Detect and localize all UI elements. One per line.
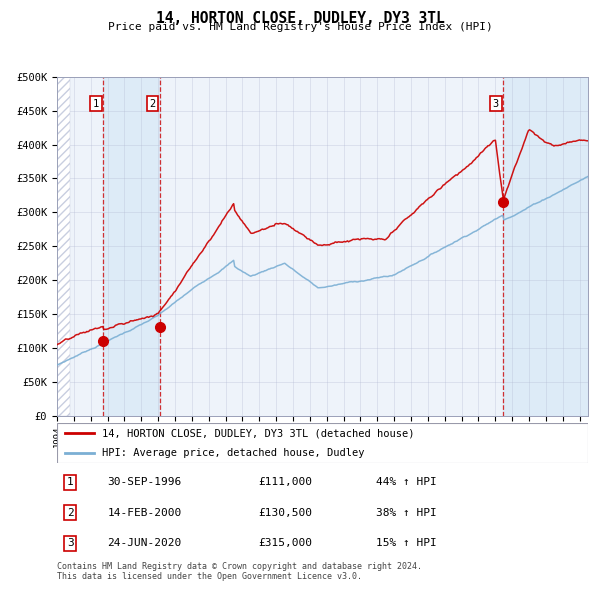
Bar — [57, 77, 70, 416]
Bar — [503, 77, 588, 416]
Text: 44% ↑ HPI: 44% ↑ HPI — [376, 477, 436, 487]
Text: 1: 1 — [92, 99, 99, 109]
Text: 2: 2 — [149, 99, 156, 109]
Text: 15% ↑ HPI: 15% ↑ HPI — [376, 538, 436, 548]
Text: £315,000: £315,000 — [259, 538, 313, 548]
Text: 14, HORTON CLOSE, DUDLEY, DY3 3TL (detached house): 14, HORTON CLOSE, DUDLEY, DY3 3TL (detac… — [102, 428, 415, 438]
Text: 14, HORTON CLOSE, DUDLEY, DY3 3TL: 14, HORTON CLOSE, DUDLEY, DY3 3TL — [155, 11, 445, 25]
Text: 38% ↑ HPI: 38% ↑ HPI — [376, 508, 436, 517]
Text: 14-FEB-2000: 14-FEB-2000 — [107, 508, 182, 517]
Text: £130,500: £130,500 — [259, 508, 313, 517]
Text: 3: 3 — [67, 538, 74, 548]
Text: Price paid vs. HM Land Registry's House Price Index (HPI): Price paid vs. HM Land Registry's House … — [107, 22, 493, 32]
Bar — [103, 77, 160, 416]
FancyBboxPatch shape — [57, 423, 588, 463]
Text: 3: 3 — [493, 99, 499, 109]
Text: 30-SEP-1996: 30-SEP-1996 — [107, 477, 182, 487]
Text: Contains HM Land Registry data © Crown copyright and database right 2024.
This d: Contains HM Land Registry data © Crown c… — [57, 562, 422, 581]
Text: 2: 2 — [67, 508, 74, 517]
Text: £111,000: £111,000 — [259, 477, 313, 487]
Text: HPI: Average price, detached house, Dudley: HPI: Average price, detached house, Dudl… — [102, 448, 365, 458]
Text: 24-JUN-2020: 24-JUN-2020 — [107, 538, 182, 548]
Text: 1: 1 — [67, 477, 74, 487]
